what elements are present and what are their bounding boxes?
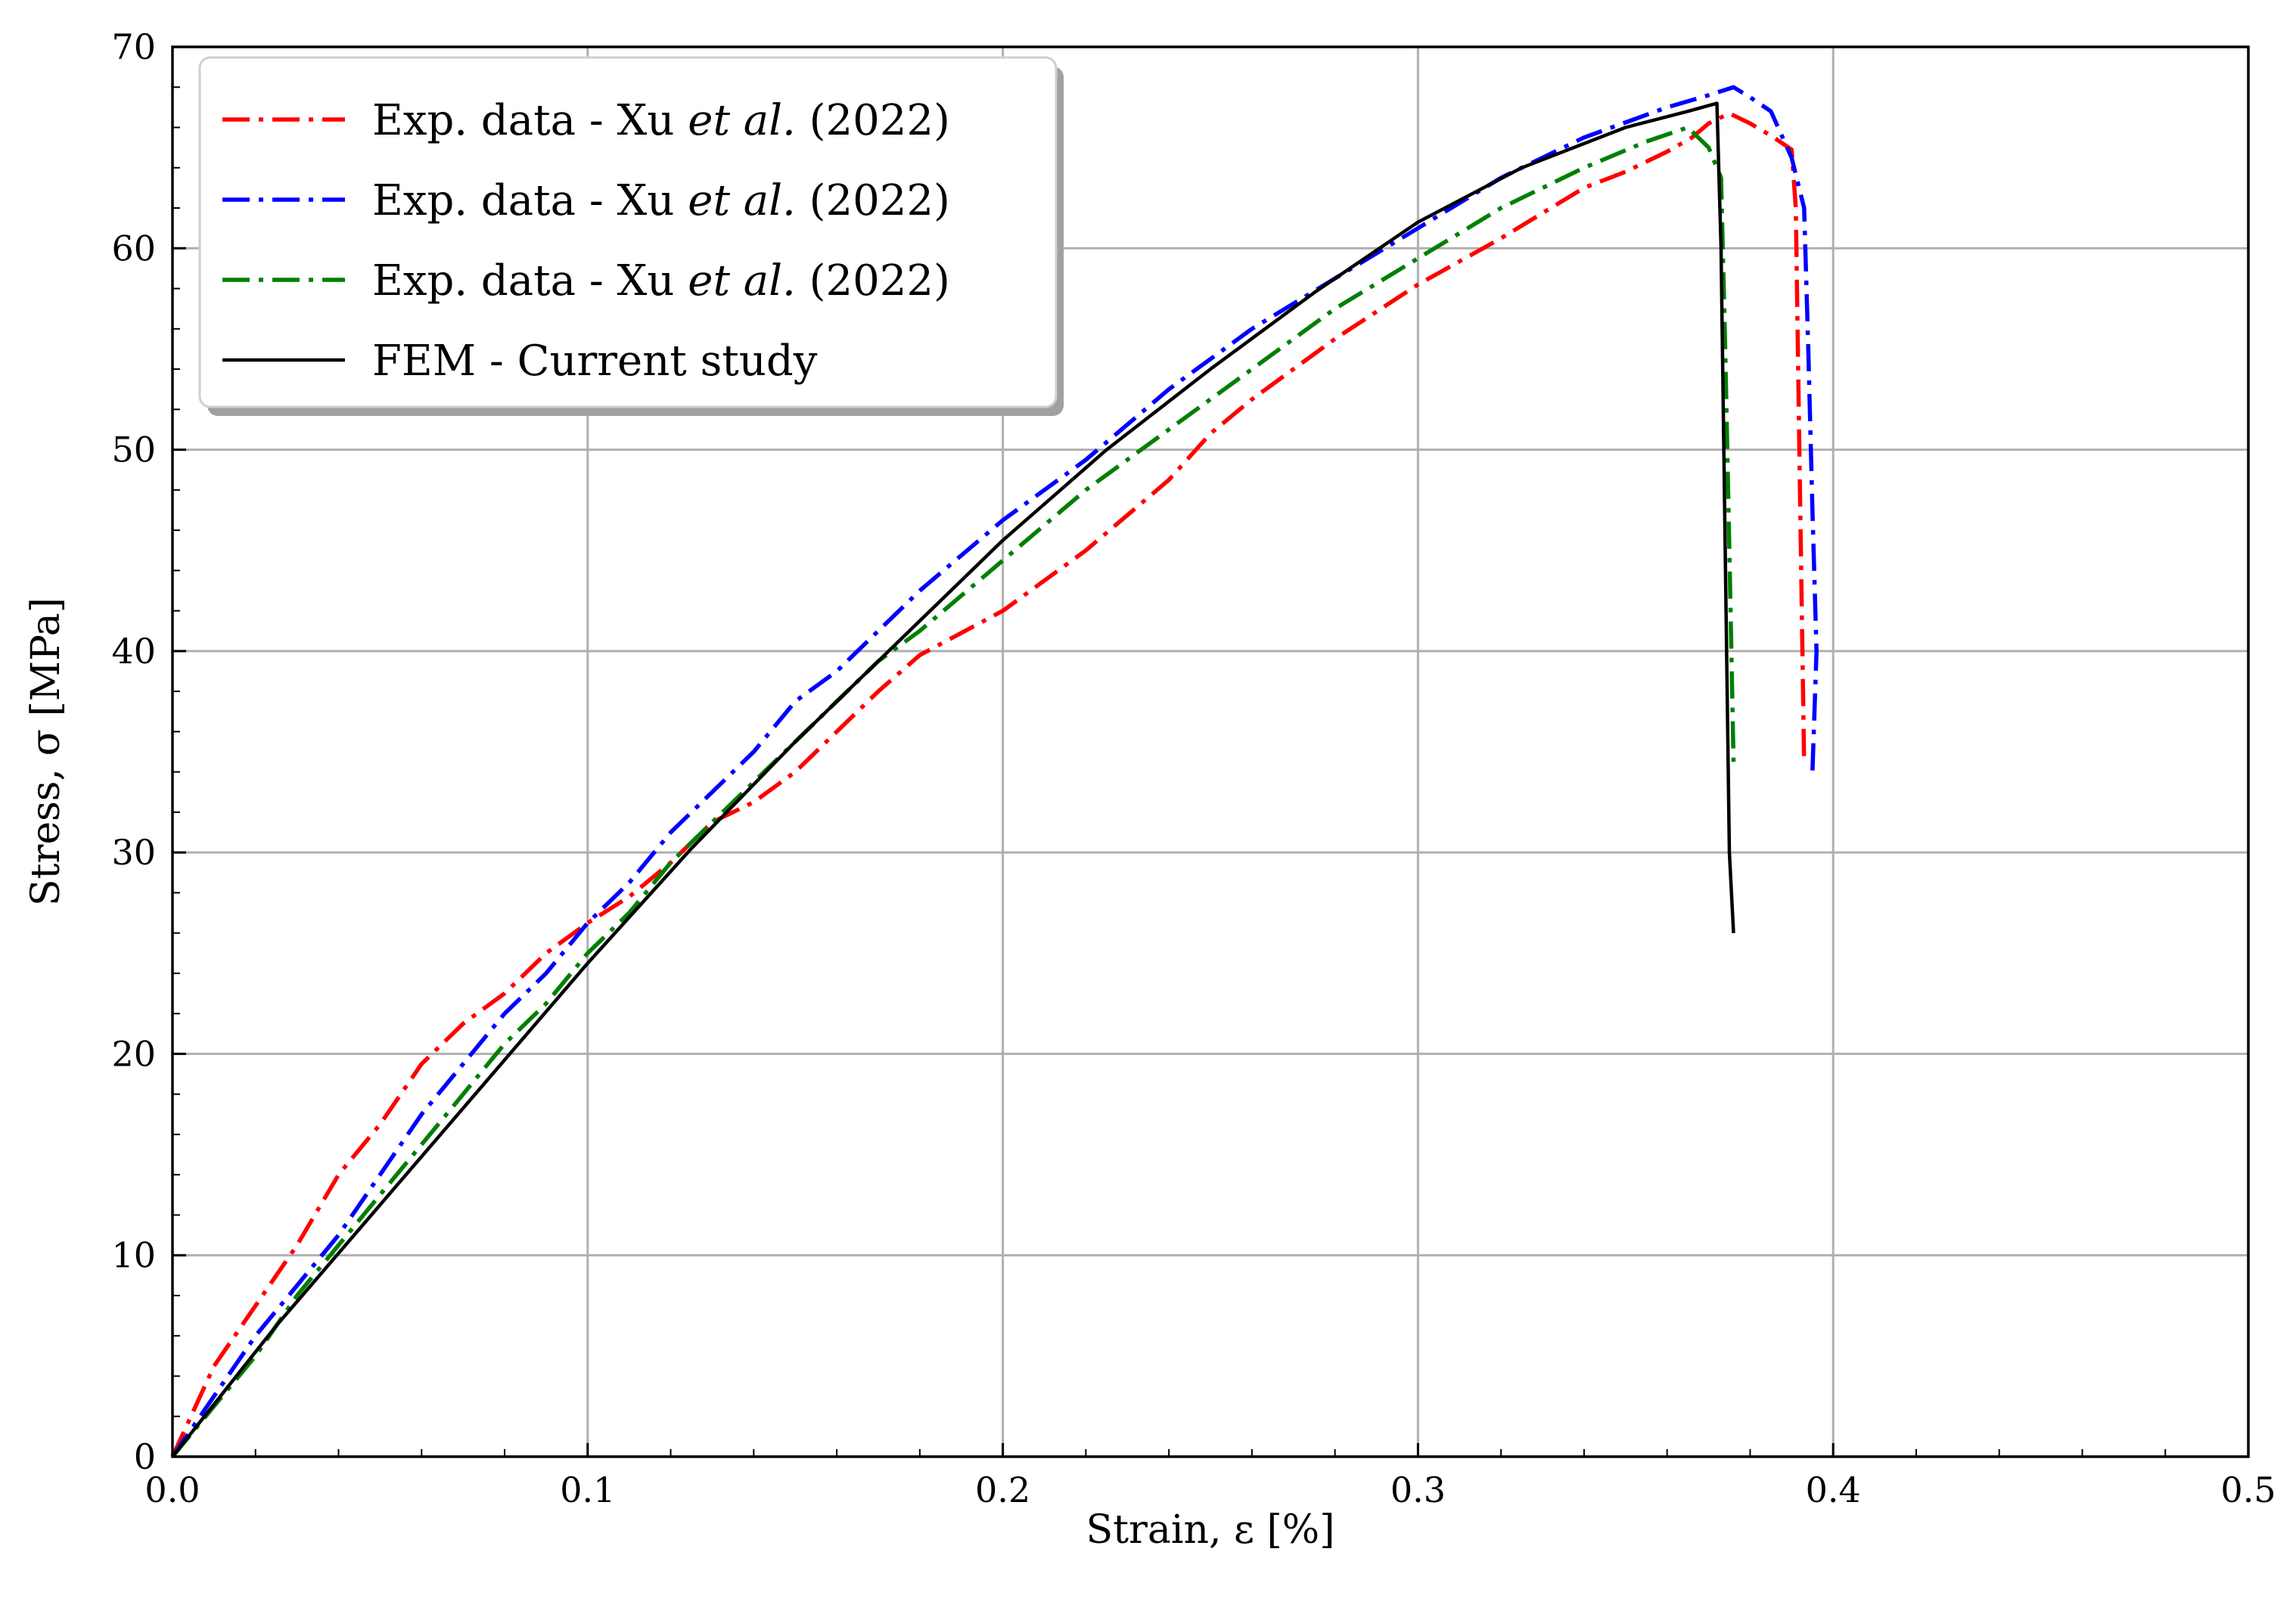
x-tick-label: 0.0 bbox=[144, 1470, 200, 1510]
legend-label-1: Exp. data - Xu et al. (2022) bbox=[372, 96, 950, 145]
x-tick-label: 0.3 bbox=[1390, 1470, 1446, 1510]
y-tick-label: 70 bbox=[111, 26, 156, 67]
x-tick-label: 0.2 bbox=[975, 1470, 1030, 1510]
x-axis-title: Strain, ε [%] bbox=[1086, 1507, 1334, 1553]
legend-box bbox=[198, 56, 1058, 408]
series-line-2 bbox=[170, 85, 1819, 1458]
x-tick-label: 0.1 bbox=[560, 1470, 615, 1510]
y-tick-label: 40 bbox=[111, 631, 156, 672]
axis-ticks: 0.0 0.1 0.2 0.3 0.4 0.5 0 10 20 30 40 50 60 70 bbox=[111, 26, 2276, 1510]
y-tick-label: 60 bbox=[111, 228, 156, 268]
legend-label-4: FEM - Current study bbox=[372, 337, 818, 386]
legend: Exp. data - Xu et al. (2022) Exp. data - … bbox=[198, 56, 1064, 416]
legend-label-2: Exp. data - Xu et al. (2022) bbox=[372, 176, 950, 225]
y-tick-label: 50 bbox=[111, 430, 156, 470]
y-tick-label: 0 bbox=[134, 1436, 156, 1477]
series-line-1 bbox=[170, 111, 1807, 1458]
legend-label-3: Exp. data - Xu et al. (2022) bbox=[372, 256, 950, 306]
y-axis-title: Stress, σ [MPa] bbox=[23, 597, 69, 906]
y-tick-label: 30 bbox=[111, 832, 156, 873]
series-line-4 bbox=[171, 101, 1735, 1458]
x-tick-label: 0.4 bbox=[1806, 1470, 1861, 1510]
x-tick-label: 0.5 bbox=[2220, 1470, 2276, 1510]
plot-series bbox=[170, 85, 1819, 1458]
plot-frame bbox=[171, 45, 2250, 1458]
y-tick-label: 10 bbox=[111, 1235, 156, 1276]
y-tick-label: 20 bbox=[111, 1033, 156, 1074]
